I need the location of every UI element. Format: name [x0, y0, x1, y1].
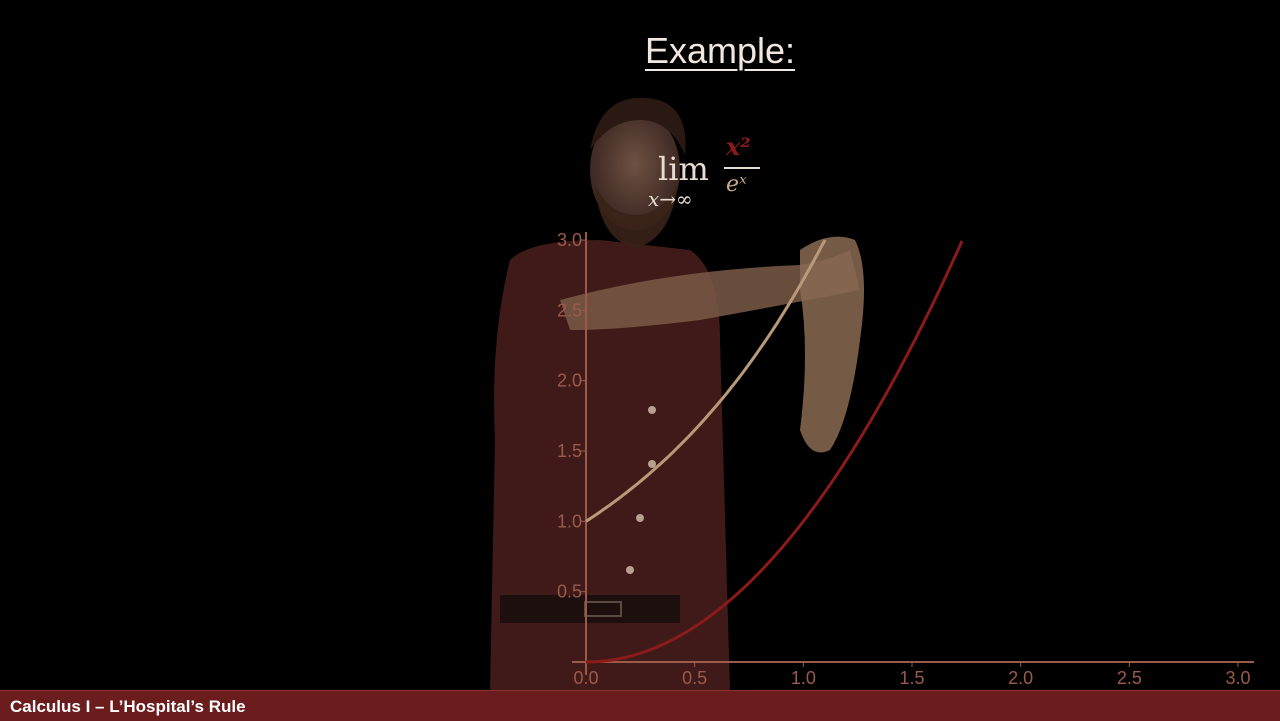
curve-x-pow-2	[585, 240, 964, 664]
y-tick-label: 3.0	[557, 230, 582, 250]
x-tick-label: 0.0	[573, 668, 598, 688]
numerator: x²	[726, 132, 751, 161]
course-title: Calculus I – L’Hospital’s Rule	[10, 697, 246, 716]
x-tick-label: 0.5	[682, 668, 707, 688]
x-tick-label: 3.0	[1225, 668, 1250, 688]
denominator: eˣ	[726, 172, 747, 197]
curves	[585, 239, 964, 664]
y-tick-label: 1.0	[557, 511, 582, 531]
x-tick-label: 2.0	[1008, 668, 1033, 688]
fraction-bar	[724, 167, 760, 169]
y-tick-label: 1.5	[557, 441, 582, 461]
x-tick-label: 2.5	[1117, 668, 1142, 688]
lim-subscript: x→∞	[648, 187, 693, 211]
x-tick-label: 1.5	[899, 668, 924, 688]
curve-e-pow-x	[585, 239, 827, 523]
slide-title: Example:	[644, 30, 796, 71]
x-tick-label: 1.0	[791, 668, 816, 688]
limit-formula: lim x→∞ x² eˣ	[640, 132, 780, 212]
tick-labels: 0.0 0.5 1.0 1.5 2.0 2.5 3.0 0.5 1.0 1.5 2.0 2.5 3.0	[557, 230, 1251, 688]
y-tick-label: 0.5	[557, 582, 582, 602]
y-tick-label: 2.5	[557, 300, 582, 320]
lim-text: lim	[658, 150, 709, 188]
y-tick-label: 2.0	[557, 371, 582, 391]
presenter-photo	[490, 97, 864, 690]
footer-bar: Calculus I – L’Hospital’s Rule	[0, 690, 1280, 721]
function-plot: 0.0 0.5 1.0 1.5 2.0 2.5 3.0 0.5 1.0 1.5 2.0 2.5 3.0	[557, 230, 1254, 688]
axes	[572, 232, 1254, 675]
